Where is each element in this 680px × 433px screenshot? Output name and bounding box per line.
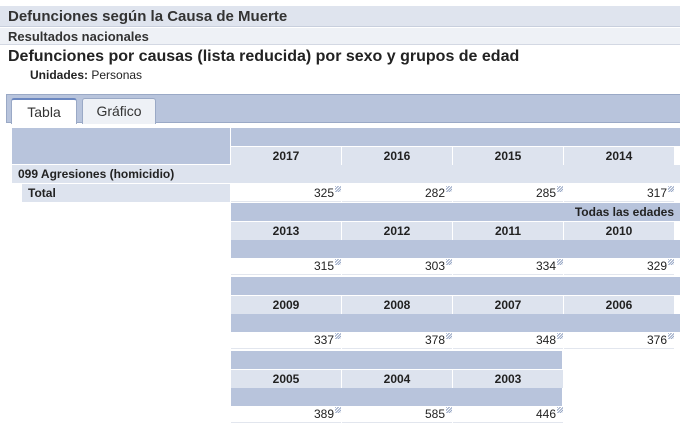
value-cell[interactable]: 285 [453, 185, 563, 202]
value-cell[interactable]: 325 [231, 185, 341, 202]
units-line: Unidades: Personas [30, 68, 142, 82]
block-band [231, 240, 680, 258]
note-flag-icon [668, 186, 674, 192]
year-header: 2014 [564, 147, 674, 165]
note-flag-icon [557, 407, 563, 413]
corner-header [12, 128, 230, 164]
units-label: Unidades: [30, 68, 89, 82]
value-cell[interactable]: 337 [231, 332, 341, 349]
value-cell[interactable]: 378 [342, 332, 452, 349]
row-label-total: Total [22, 184, 230, 202]
value-cell[interactable]: 315 [231, 258, 341, 275]
tab-strip: Tabla Gráfico [6, 94, 680, 124]
value-cell[interactable]: 334 [453, 258, 563, 275]
note-flag-icon [446, 186, 452, 192]
year-header: 2013 [231, 222, 341, 240]
note-flag-icon [335, 186, 341, 192]
page-subtitle: Resultados nacionales [0, 28, 680, 45]
note-flag-icon [668, 333, 674, 339]
year-header: 2009 [231, 296, 341, 314]
value-cell[interactable]: 303 [342, 258, 452, 275]
note-flag-icon [335, 259, 341, 265]
note-flag-icon [446, 259, 452, 265]
value-cell[interactable]: 329 [564, 258, 674, 275]
value-cell[interactable]: 585 [342, 406, 452, 423]
note-flag-icon [446, 333, 452, 339]
table-title: Defunciones por causas (lista reducida) … [8, 48, 520, 65]
note-flag-icon [335, 407, 341, 413]
block-band [231, 388, 562, 406]
value-cell[interactable]: 446 [453, 406, 563, 423]
year-header: 2011 [453, 222, 563, 240]
row-group-label: 099 Agresiones (homicidio) [12, 165, 680, 183]
note-flag-icon [557, 186, 563, 192]
page-title: Defunciones según la Causa de Muerte [0, 6, 680, 27]
year-header: 2003 [453, 370, 563, 388]
year-header: 2016 [342, 147, 452, 165]
note-flag-icon [557, 333, 563, 339]
year-header: 2005 [231, 370, 341, 388]
year-header: 2006 [564, 296, 674, 314]
value-cell[interactable]: 389 [231, 406, 341, 423]
column-group-header [231, 128, 680, 146]
year-header: 2012 [342, 222, 452, 240]
note-flag-icon [446, 407, 452, 413]
block-band [231, 351, 562, 369]
value-cell[interactable]: 348 [453, 332, 563, 349]
year-header: 2008 [342, 296, 452, 314]
value-cell[interactable]: 317 [564, 185, 674, 202]
year-header: 2017 [231, 147, 341, 165]
note-flag-icon [335, 333, 341, 339]
block-band [231, 314, 680, 332]
year-header: 2015 [453, 147, 563, 165]
tab-tabla[interactable]: Tabla [11, 98, 77, 124]
units-value: Personas [91, 68, 143, 82]
age-group-label: Todas las edades [231, 203, 680, 221]
value-cell[interactable]: 282 [342, 185, 452, 202]
block-band [231, 277, 680, 295]
year-header: 2010 [564, 222, 674, 240]
note-flag-icon [557, 259, 563, 265]
value-cell[interactable]: 376 [564, 332, 674, 349]
year-header: 2004 [342, 370, 452, 388]
year-header: 2007 [453, 296, 563, 314]
tab-grafico[interactable]: Gráfico [82, 98, 156, 124]
note-flag-icon [668, 259, 674, 265]
